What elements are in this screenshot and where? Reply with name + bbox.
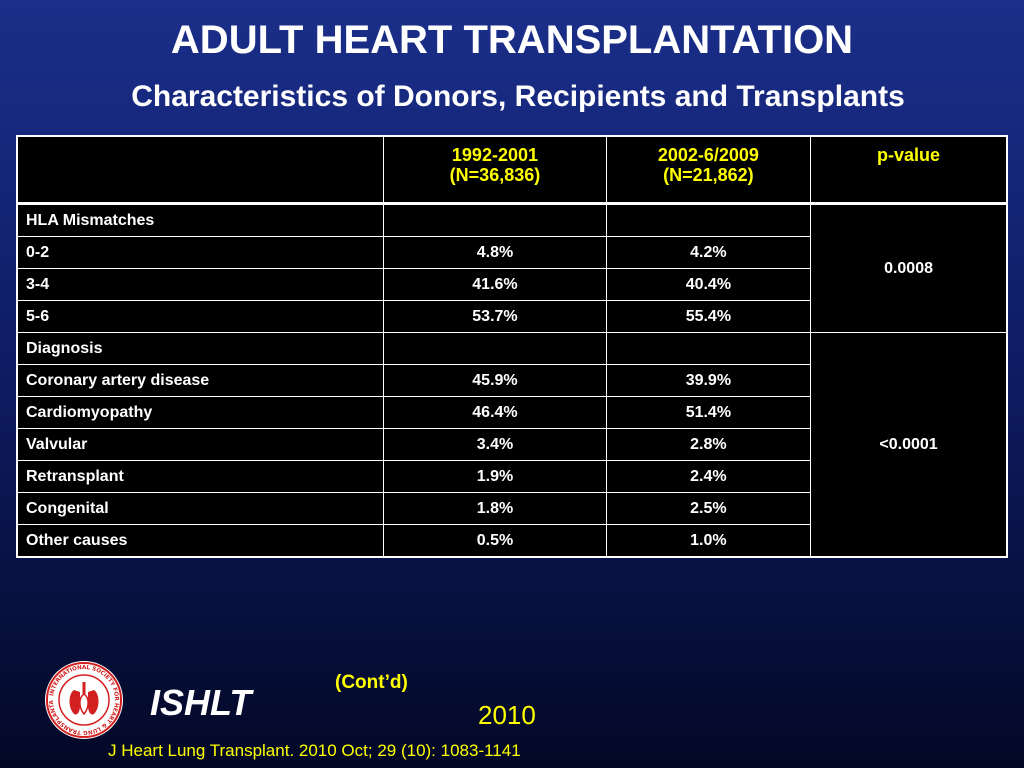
value-1992-2001: 3.4% bbox=[383, 428, 607, 461]
row-label: 0-2 bbox=[16, 236, 385, 269]
header-p-value: p-value bbox=[810, 135, 1008, 205]
value-1992-2001: 0.5% bbox=[383, 524, 607, 558]
table-row: Other causes 0.5% 1.0% bbox=[16, 524, 1007, 558]
value-2002-2009: 2.4% bbox=[605, 460, 812, 493]
ishlt-brand: ISHLT bbox=[150, 682, 252, 723]
p-value-hla: 0.0008 bbox=[810, 203, 1008, 333]
header-period-2-count: (N=21,862) bbox=[663, 165, 754, 185]
value-2002-2009: 4.2% bbox=[605, 236, 812, 269]
slide-subtitle: Characteristics of Donors, Recipients an… bbox=[131, 80, 905, 113]
value-2002-2009: 1.0% bbox=[605, 524, 812, 558]
ishlt-logo-icon: INTERNATIONAL SOCIETY FOR HEART & LUNG T… bbox=[44, 660, 123, 739]
empty-cell bbox=[383, 203, 607, 237]
value-1992-2001: 46.4% bbox=[383, 396, 607, 429]
value-1992-2001: 41.6% bbox=[383, 268, 607, 301]
table-row: 0-2 4.8% 4.2% bbox=[16, 236, 1007, 269]
row-label: 5-6 bbox=[16, 300, 385, 333]
row-label: Coronary artery disease bbox=[16, 364, 385, 397]
header-blank-cell bbox=[16, 135, 385, 205]
table-row: Valvular 3.4% 2.8% bbox=[16, 428, 1007, 461]
row-label: Cardiomyopathy bbox=[16, 396, 385, 429]
year-label: 2010 bbox=[478, 700, 536, 730]
header-period-2-range: 2002-6/2009 bbox=[657, 145, 759, 165]
row-label: 3-4 bbox=[16, 268, 385, 301]
value-1992-2001: 1.8% bbox=[383, 492, 607, 525]
row-label: Other causes bbox=[16, 524, 385, 558]
header-period-1-count: (N=36,836) bbox=[449, 165, 541, 185]
empty-cell bbox=[383, 332, 607, 365]
row-label: Congenital bbox=[16, 492, 385, 525]
value-1992-2001: 4.8% bbox=[383, 236, 607, 269]
section-row-hla: HLA Mismatches 0.0008 bbox=[16, 203, 1008, 333]
value-2002-2009: 39.9% bbox=[605, 364, 812, 397]
p-value-diagnosis: <0.0001 bbox=[810, 332, 1008, 558]
empty-cell bbox=[605, 332, 812, 365]
characteristics-table: 1992-2001 (N=36,836) 2002-6/2009 (N=21,8… bbox=[16, 135, 1008, 558]
table-row: Congenital 1.8% 2.5% bbox=[16, 492, 1007, 525]
table-row: 5-6 53.7% 55.4% bbox=[16, 300, 1007, 333]
header-period-1-range: 1992-2001 bbox=[451, 145, 538, 165]
slide-title: ADULT HEART TRANSPLANTATION bbox=[170, 18, 854, 62]
continued-label: (Cont’d) bbox=[335, 672, 408, 693]
empty-cell bbox=[605, 203, 812, 237]
value-1992-2001: 45.9% bbox=[383, 364, 607, 397]
value-1992-2001: 1.9% bbox=[383, 460, 607, 493]
value-2002-2009: 2.5% bbox=[605, 492, 812, 525]
table-row: 3-4 41.6% 40.4% bbox=[16, 268, 1007, 301]
section-label-diagnosis: Diagnosis bbox=[16, 332, 385, 365]
value-2002-2009: 55.4% bbox=[605, 300, 812, 333]
value-1992-2001: 53.7% bbox=[383, 300, 607, 333]
table-header-row: 1992-2001 (N=36,836) 2002-6/2009 (N=21,8… bbox=[16, 135, 1008, 205]
value-2002-2009: 51.4% bbox=[605, 396, 812, 429]
table-row: Cardiomyopathy 46.4% 51.4% bbox=[16, 396, 1007, 429]
table-row: Coronary artery disease 45.9% 39.9% bbox=[16, 364, 1007, 397]
section-label-hla: HLA Mismatches bbox=[16, 203, 385, 237]
value-2002-2009: 2.8% bbox=[605, 428, 812, 461]
row-label: Valvular bbox=[16, 428, 385, 461]
row-label: Retransplant bbox=[16, 460, 385, 493]
section-row-diagnosis: Diagnosis <0.0001 bbox=[16, 332, 1008, 558]
table-row: Retransplant 1.9% 2.4% bbox=[16, 460, 1007, 493]
value-2002-2009: 40.4% bbox=[605, 268, 812, 301]
header-period-2002-2009: 2002-6/2009 (N=21,862) bbox=[605, 135, 812, 205]
citation: J Heart Lung Transplant. 2010 Oct; 29 (1… bbox=[108, 741, 521, 760]
header-period-1992-2001: 1992-2001 (N=36,836) bbox=[383, 135, 607, 205]
